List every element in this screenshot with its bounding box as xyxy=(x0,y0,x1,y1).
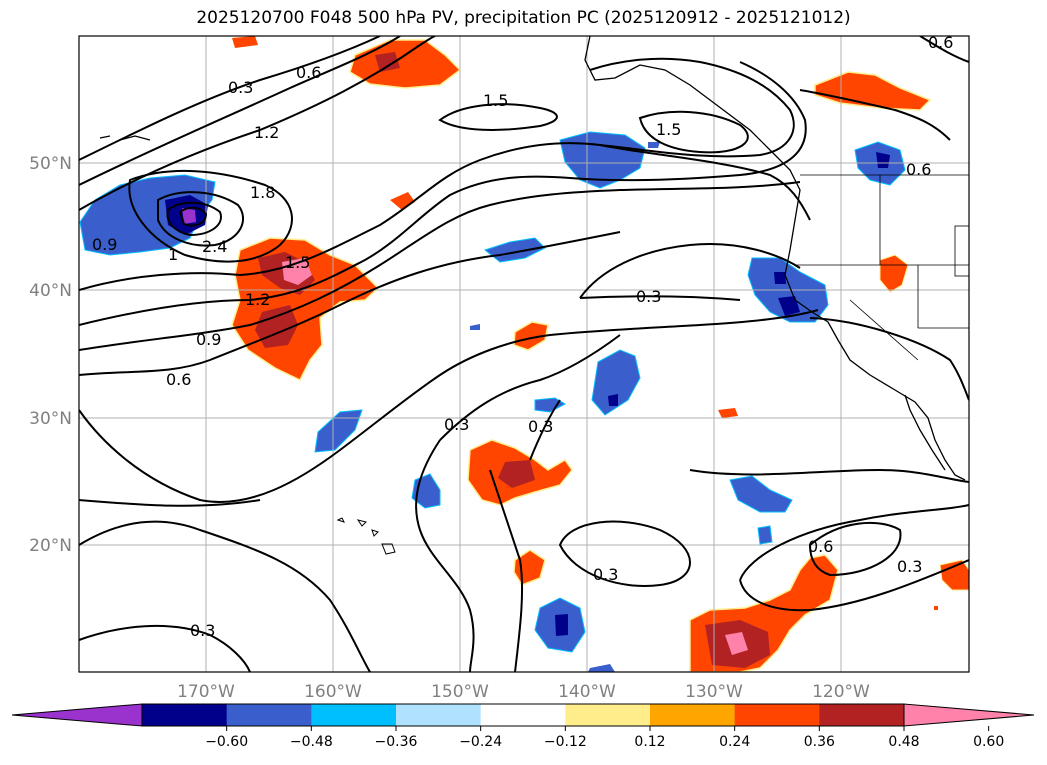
pv-contour-label: 0.6 xyxy=(808,537,833,556)
pv-contour-0.3-north xyxy=(79,36,381,161)
colorbar-extend-min xyxy=(11,703,143,727)
pv-contour-label: 1.5 xyxy=(483,91,508,110)
pv-contour-label: 1.2 xyxy=(245,290,270,309)
pv-contour-label: 1.2 xyxy=(254,123,279,142)
latitude-labels: 50°N 40°N 30°N 20°N xyxy=(29,154,72,556)
precip-region-neg xyxy=(757,525,773,545)
pv-contour-0.3-center xyxy=(79,309,819,503)
gridlines xyxy=(79,36,969,672)
colorbar-tick-label: 0.48 xyxy=(888,734,919,750)
precip-region-neg xyxy=(534,397,567,413)
precip-region-neg-peak xyxy=(182,208,196,224)
map-frame xyxy=(78,35,970,673)
pv-contour-0.6-north xyxy=(79,36,401,186)
pv-contour-label: 1 xyxy=(168,245,178,264)
pv-contour-label: 1.5 xyxy=(285,253,310,272)
pv-contour-label: 0.3 xyxy=(228,78,253,97)
colorbar-tick-label: 0.60 xyxy=(973,734,1004,750)
pv-contour-label: 0.3 xyxy=(528,417,553,436)
pv-contour-2.4 xyxy=(157,191,244,247)
colorbar-segment xyxy=(565,704,651,726)
precip-region-neg xyxy=(314,409,363,453)
pv-contour-1.2 xyxy=(79,61,807,326)
colorbar-tick-label: 0.36 xyxy=(804,734,835,750)
colorbar-segment xyxy=(734,704,820,726)
colorbar-tick-label: −0.36 xyxy=(375,734,418,750)
pv-contour-label: 0.6 xyxy=(928,33,953,52)
colorbar-segment xyxy=(226,704,312,726)
colorbar-tick-label: −0.24 xyxy=(459,734,502,750)
pv-contour-label: 1.8 xyxy=(250,183,275,202)
pv-contour-0.6-mid xyxy=(79,231,621,376)
lon-label: 150°W xyxy=(431,682,489,702)
pv-contour-label: 0.3 xyxy=(444,415,469,434)
colorbar-segment xyxy=(142,704,228,726)
pv-contour-label: 0.9 xyxy=(196,330,221,349)
precip-positive-regions xyxy=(231,36,969,672)
precip-region-neg xyxy=(591,349,641,416)
pv-contour-1.2-north xyxy=(79,36,436,211)
pv-contour-label: 0.6 xyxy=(906,160,931,179)
lat-label: 20°N xyxy=(29,536,72,556)
pv-contour-label: 0.6 xyxy=(166,370,191,389)
pv-contours xyxy=(79,36,969,672)
precip-region-neg xyxy=(559,131,646,189)
pv-contour-label: 2.4 xyxy=(202,237,227,256)
colorbar-frame xyxy=(141,703,905,727)
colorbar-segment xyxy=(650,704,736,726)
colorbar-extend-max xyxy=(903,703,1035,727)
longitude-labels: 170°W 160°W 150°W 140°W 130°W 120°W xyxy=(177,682,870,702)
pv-contour-1.8 xyxy=(128,169,293,263)
colorbar-segment xyxy=(480,704,566,726)
colorbar-segment xyxy=(396,704,482,726)
lon-label: 130°W xyxy=(685,682,743,702)
pv-contour-0.3-mid xyxy=(579,243,801,299)
pv-contour-labels: 0.3 0.6 1.2 1.8 2.4 1.5 1.2 0.9 0.6 1 0.… xyxy=(92,33,953,640)
pv-contour-label: 0.3 xyxy=(190,621,215,640)
map-title: 2025120700 F048 500 hPa PV, precipitatio… xyxy=(196,8,851,28)
colorbar-tick-label: 0.12 xyxy=(634,734,665,750)
pv-contour-label: 0.3 xyxy=(636,287,661,306)
lat-label: 30°N xyxy=(29,409,72,429)
colorbar-segment xyxy=(311,704,397,726)
pv-contour-0.9 xyxy=(79,181,801,351)
lat-label: 40°N xyxy=(29,281,72,301)
pv-contour-1.5-gulf xyxy=(638,110,749,154)
lon-label: 170°W xyxy=(177,682,235,702)
lat-label: 50°N xyxy=(29,154,72,174)
pv-contour-label: 0.3 xyxy=(593,565,618,584)
colorbar: −0.60 −0.48 −0.36 −0.24 −0.12 0.12 0.24 0.36 0.4… xyxy=(11,703,1035,750)
pv-contour-label: 0.3 xyxy=(897,557,922,576)
borders xyxy=(795,174,969,361)
map-plot-area: 0.3 0.6 1.2 1.8 2.4 1.5 1.2 0.9 0.6 1 0.… xyxy=(79,33,969,672)
lon-label: 140°W xyxy=(558,682,616,702)
precip-region-neg xyxy=(729,475,793,513)
islands xyxy=(336,517,396,555)
colorbar-tick-label: −0.48 xyxy=(290,734,333,750)
lon-label: 160°W xyxy=(304,682,362,702)
precip-region-pos xyxy=(814,71,932,111)
pv-contour-label: 0.9 xyxy=(92,235,117,254)
colorbar-segment xyxy=(819,704,905,726)
lon-label: 120°W xyxy=(812,682,870,702)
pv-contour-label: 1.5 xyxy=(656,120,681,139)
pv-contour-0.6-south xyxy=(808,521,902,577)
pv-contour-1.5-east xyxy=(438,103,558,131)
pv-contour-0.3-south xyxy=(558,520,691,587)
colorbar-tick-label: −0.60 xyxy=(205,734,248,750)
colorbar-tick-label: −0.12 xyxy=(544,734,587,750)
coastlines xyxy=(99,36,966,481)
pv-contour-label: 0.6 xyxy=(296,63,321,82)
precip-region-pos xyxy=(513,321,549,351)
pv-contour-1.5 xyxy=(79,57,795,291)
precip-region-pos xyxy=(349,39,462,89)
colorbar-tick-label: 0.24 xyxy=(719,734,750,750)
precip-negative-regions xyxy=(79,131,906,672)
